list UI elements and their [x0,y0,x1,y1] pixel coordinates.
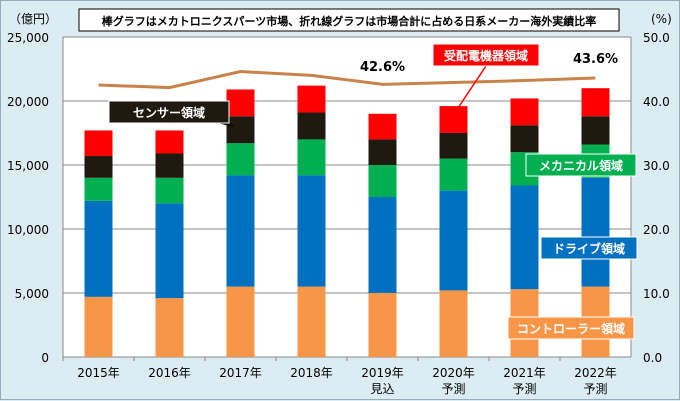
y2-tick-label: 0.0 [643,351,662,365]
x-tick-label: 2020年 [432,366,475,380]
bar-segment [155,130,184,154]
bar-segment [84,130,113,157]
x-tick-label: 2015年 [77,366,120,380]
y2-tick-label: 50.0 [643,31,670,45]
bar-segment [155,298,184,357]
y-tick-label: 25,000 [7,31,49,45]
legend-label-sensor-box [108,100,230,124]
y-tick-label: 10,000 [7,223,49,237]
x-tick-label: 2017年 [219,366,262,380]
bar-segment [297,139,326,176]
bar-segment [297,286,326,357]
y-tick-label: 15,000 [7,159,49,173]
y2-tick-label: 10.0 [643,287,670,301]
x-tick-label: 2018年 [290,366,333,380]
ratio-line [98,70,596,90]
bar-segment [368,197,397,293]
bar-segment [84,177,113,201]
legend-label-mechanical-box [525,153,637,177]
bar-segment [439,158,468,191]
bar-segment [84,156,113,178]
bar-segment [368,139,397,165]
bar-segment [510,125,539,153]
legend-label-sensor: センサー領域 [133,105,205,120]
bar-segment [226,116,255,144]
bar-segment [84,200,113,297]
legend-label-controller-box [507,316,635,340]
bar-segment [439,290,468,357]
x-tick-label: 2019年 [361,366,404,380]
x-tick-sublabel: 予測 [583,382,607,396]
x-tick-label: 2022年 [574,366,617,380]
bar-segment [297,85,326,113]
data-label: 42.6% [360,60,405,75]
legend-label-mechanical: メカニカル領域 [539,158,623,173]
x-tick-sublabel: 見込 [370,382,394,396]
legend-label-switchgear-box [432,43,540,67]
y2-tick-label: 20.0 [643,223,670,237]
bar-segment [226,286,255,357]
y-tick-label: 0 [41,351,49,365]
bar-segment [368,293,397,357]
x-tick-sublabel: 予測 [512,382,536,396]
bar-segment [510,185,539,290]
legend-label-controller: コントローラー領域 [517,321,625,336]
bar-segment [581,177,610,287]
data-label: 43.6% [573,52,618,67]
bar-segment [155,153,184,178]
title-box [78,8,620,32]
bar-segment [439,106,468,133]
y2-tick-label: 40.0 [643,95,670,109]
bar-segment [155,177,184,204]
legend-label-drive-box [540,236,638,260]
bar-segment [155,203,184,299]
legend-label-drive: ドライブ領域 [553,241,625,256]
bar-segment [226,175,255,287]
bar-segment [439,133,468,159]
x-tick-label: 2021年 [503,366,546,380]
chart-title: 棒グラフはメカトロニクスパーツ市場、折れ線グラフは市場合計に占める日系メーカー海… [102,14,596,28]
bar-segment [84,296,113,357]
plot-area [63,37,631,357]
bar-segment [297,175,326,287]
bar-segment [510,98,539,126]
bar-segment [439,190,468,291]
bar-segment [368,113,397,140]
legend-label-switchgear: 受配電機器領域 [444,48,528,63]
bar-segment [581,116,610,145]
bar-segment [581,88,610,117]
bar-segment [226,89,255,117]
y-axis-label: （億円） [9,12,57,26]
bar-segment [368,165,397,197]
y-tick-label: 20,000 [7,95,49,109]
bar-segment [226,143,255,176]
y-tick-label: 5,000 [15,287,49,301]
bar-segment [297,112,326,140]
y2-axis-label: (%) [651,12,672,26]
x-tick-label: 2016年 [148,366,191,380]
y2-tick-label: 30.0 [643,159,670,173]
x-tick-sublabel: 予測 [441,382,465,396]
